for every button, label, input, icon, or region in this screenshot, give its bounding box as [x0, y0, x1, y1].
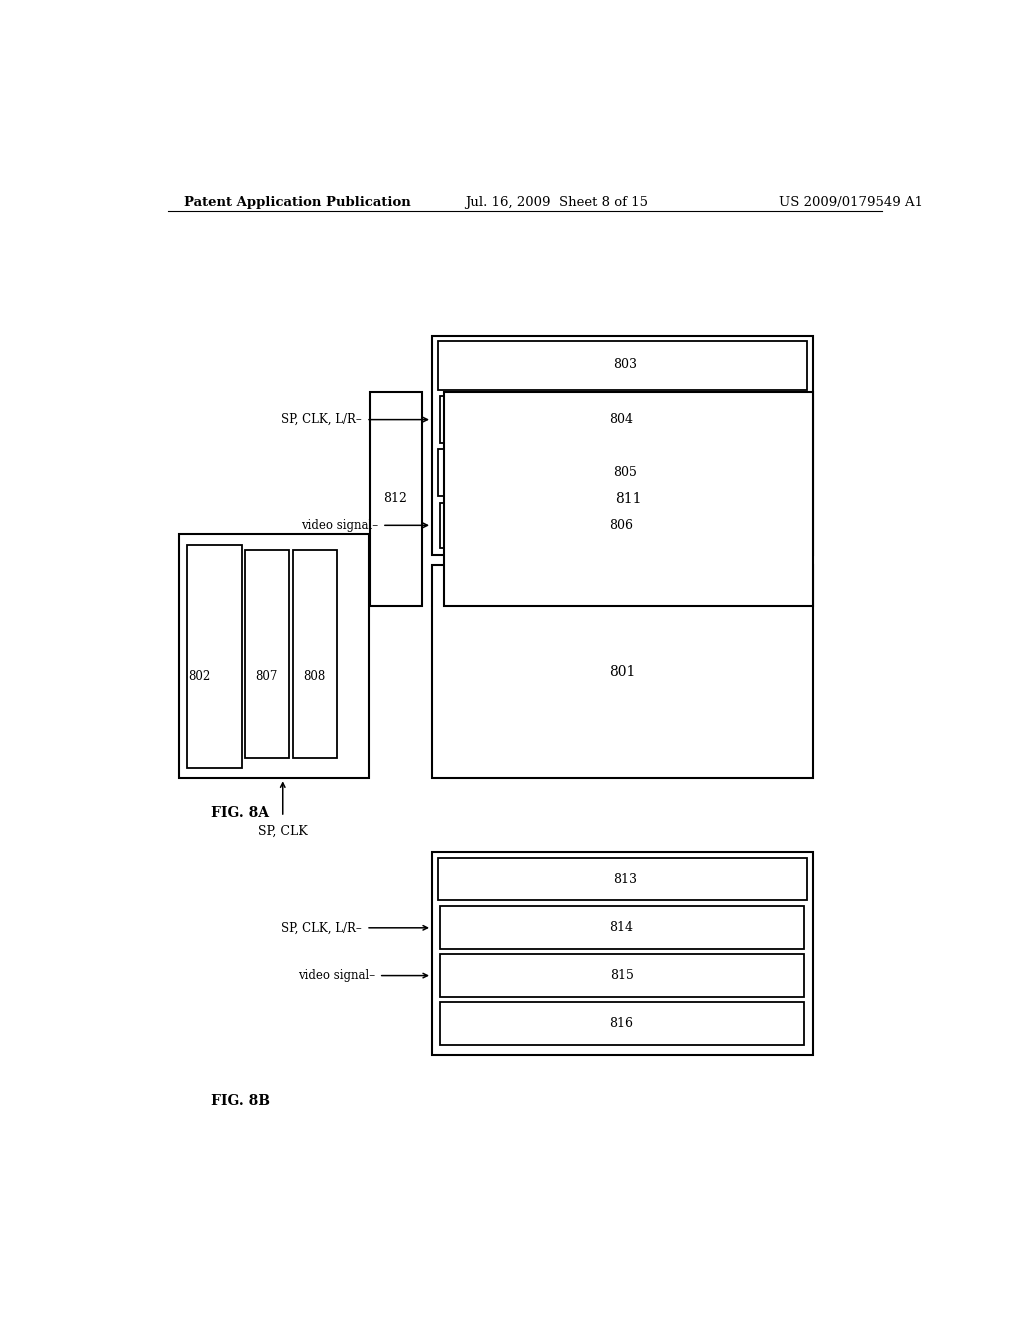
Bar — [246, 549, 289, 758]
Text: 804: 804 — [609, 413, 634, 426]
Text: 807: 807 — [256, 671, 279, 684]
Text: SP, CLK: SP, CLK — [258, 825, 307, 838]
Bar — [440, 1002, 804, 1044]
Bar — [432, 337, 813, 554]
Text: video signal–: video signal– — [298, 969, 375, 982]
Text: 813: 813 — [612, 873, 637, 886]
Bar — [437, 858, 807, 900]
Text: FIG. 8B: FIG. 8B — [211, 1093, 270, 1107]
Text: 805: 805 — [612, 466, 637, 479]
Bar — [440, 907, 804, 949]
Text: US 2009/0179549 A1: US 2009/0179549 A1 — [778, 195, 923, 209]
Bar — [437, 342, 807, 391]
Bar — [443, 392, 813, 606]
Text: 811: 811 — [615, 492, 642, 506]
Bar — [440, 954, 804, 997]
Text: FIG. 8A: FIG. 8A — [211, 807, 269, 820]
Bar — [440, 396, 804, 444]
Text: 803: 803 — [612, 358, 637, 371]
Text: SP, CLK, L/R–: SP, CLK, L/R– — [282, 413, 362, 426]
Bar — [370, 392, 422, 606]
Bar — [179, 535, 370, 779]
Text: Jul. 16, 2009  Sheet 8 of 15: Jul. 16, 2009 Sheet 8 of 15 — [465, 195, 648, 209]
Bar — [293, 549, 337, 758]
Bar — [432, 565, 813, 779]
Text: 812: 812 — [384, 492, 408, 506]
Bar — [432, 851, 813, 1055]
Bar — [186, 545, 243, 768]
Text: 806: 806 — [609, 519, 634, 532]
Text: Patent Application Publication: Patent Application Publication — [183, 195, 411, 209]
Bar — [440, 503, 804, 548]
Text: 816: 816 — [609, 1016, 634, 1030]
Bar — [437, 449, 807, 496]
Text: 802: 802 — [188, 671, 211, 684]
Text: 814: 814 — [609, 921, 634, 935]
Text: video signal–: video signal– — [301, 519, 378, 532]
Text: 808: 808 — [303, 671, 326, 684]
Text: 801: 801 — [609, 665, 636, 678]
Text: 815: 815 — [609, 969, 634, 982]
Text: SP, CLK, L/R–: SP, CLK, L/R– — [282, 921, 362, 935]
